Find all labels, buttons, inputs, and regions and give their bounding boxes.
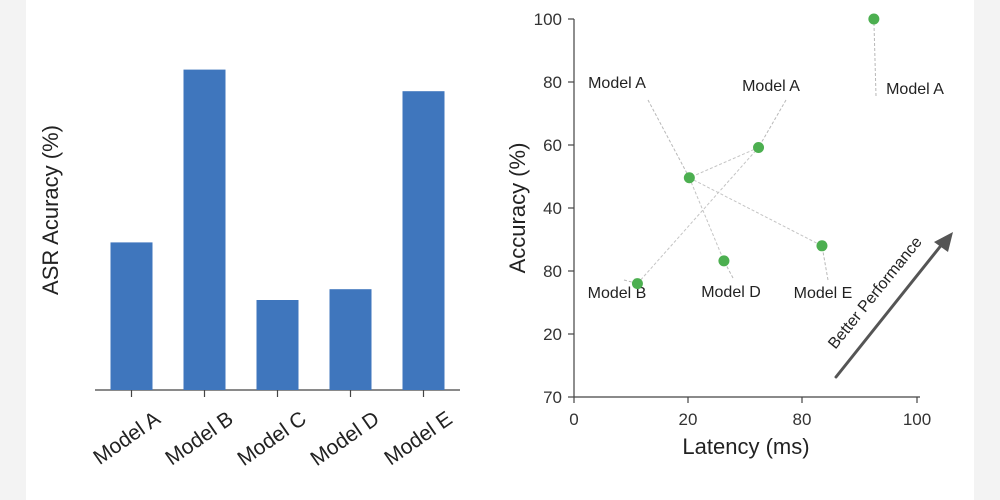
scatter-y-axis-title: Accuracy (%): [505, 143, 530, 274]
performance-arrow-head: [934, 232, 953, 252]
scatter-point: [683, 172, 695, 184]
point-connector: [688, 177, 725, 262]
scatter-y-tick-label: 40: [543, 199, 562, 218]
bar-y-axis-title: ASR Acuracy (%): [38, 125, 63, 295]
scatter-point: [753, 142, 765, 154]
point-label: Model D: [701, 284, 761, 301]
point-label: Model A: [742, 78, 800, 95]
point-label: Model A: [886, 81, 944, 98]
point-leader-line: [821, 245, 829, 281]
performance-arrow-shaft: [834, 241, 945, 379]
scatter-point: [718, 255, 730, 267]
scatter-y-tick-label: 80: [543, 73, 562, 92]
scatter-x-tick-label: 0: [569, 410, 578, 429]
bar-model-c: [256, 300, 299, 390]
bar-model-a: [110, 242, 153, 390]
scatter-y-tick-label: 100: [534, 10, 562, 29]
scatter-y-tick-label: 80: [543, 262, 562, 281]
bar-model-d: [329, 289, 372, 390]
point-connector: [689, 147, 759, 179]
scatter-x-tick-label: 20: [679, 410, 698, 429]
point-label: Model A: [588, 75, 646, 92]
bar-model-b: [183, 69, 226, 390]
point-connector: [637, 147, 759, 284]
scatter-x-tick-label: 80: [793, 410, 812, 429]
scatter-point: [816, 240, 828, 252]
scatter-point: [868, 13, 880, 25]
scatter-y-tick-label: 60: [543, 136, 562, 155]
chart-background: [26, 0, 974, 500]
scatter-y-tick-label: 70: [543, 388, 562, 407]
scatter-point: [631, 278, 643, 290]
scatter-y-tick-label: 20: [543, 325, 562, 344]
point-leader-line: [758, 99, 787, 148]
scatter-x-axis-title: Latency (ms): [682, 434, 809, 459]
scatter-x-tick-label: 100: [903, 410, 931, 429]
point-label: Model E: [794, 285, 853, 302]
point-label: Model B: [588, 285, 647, 302]
bar-model-e: [402, 91, 445, 390]
point-leader-line: [873, 18, 877, 97]
